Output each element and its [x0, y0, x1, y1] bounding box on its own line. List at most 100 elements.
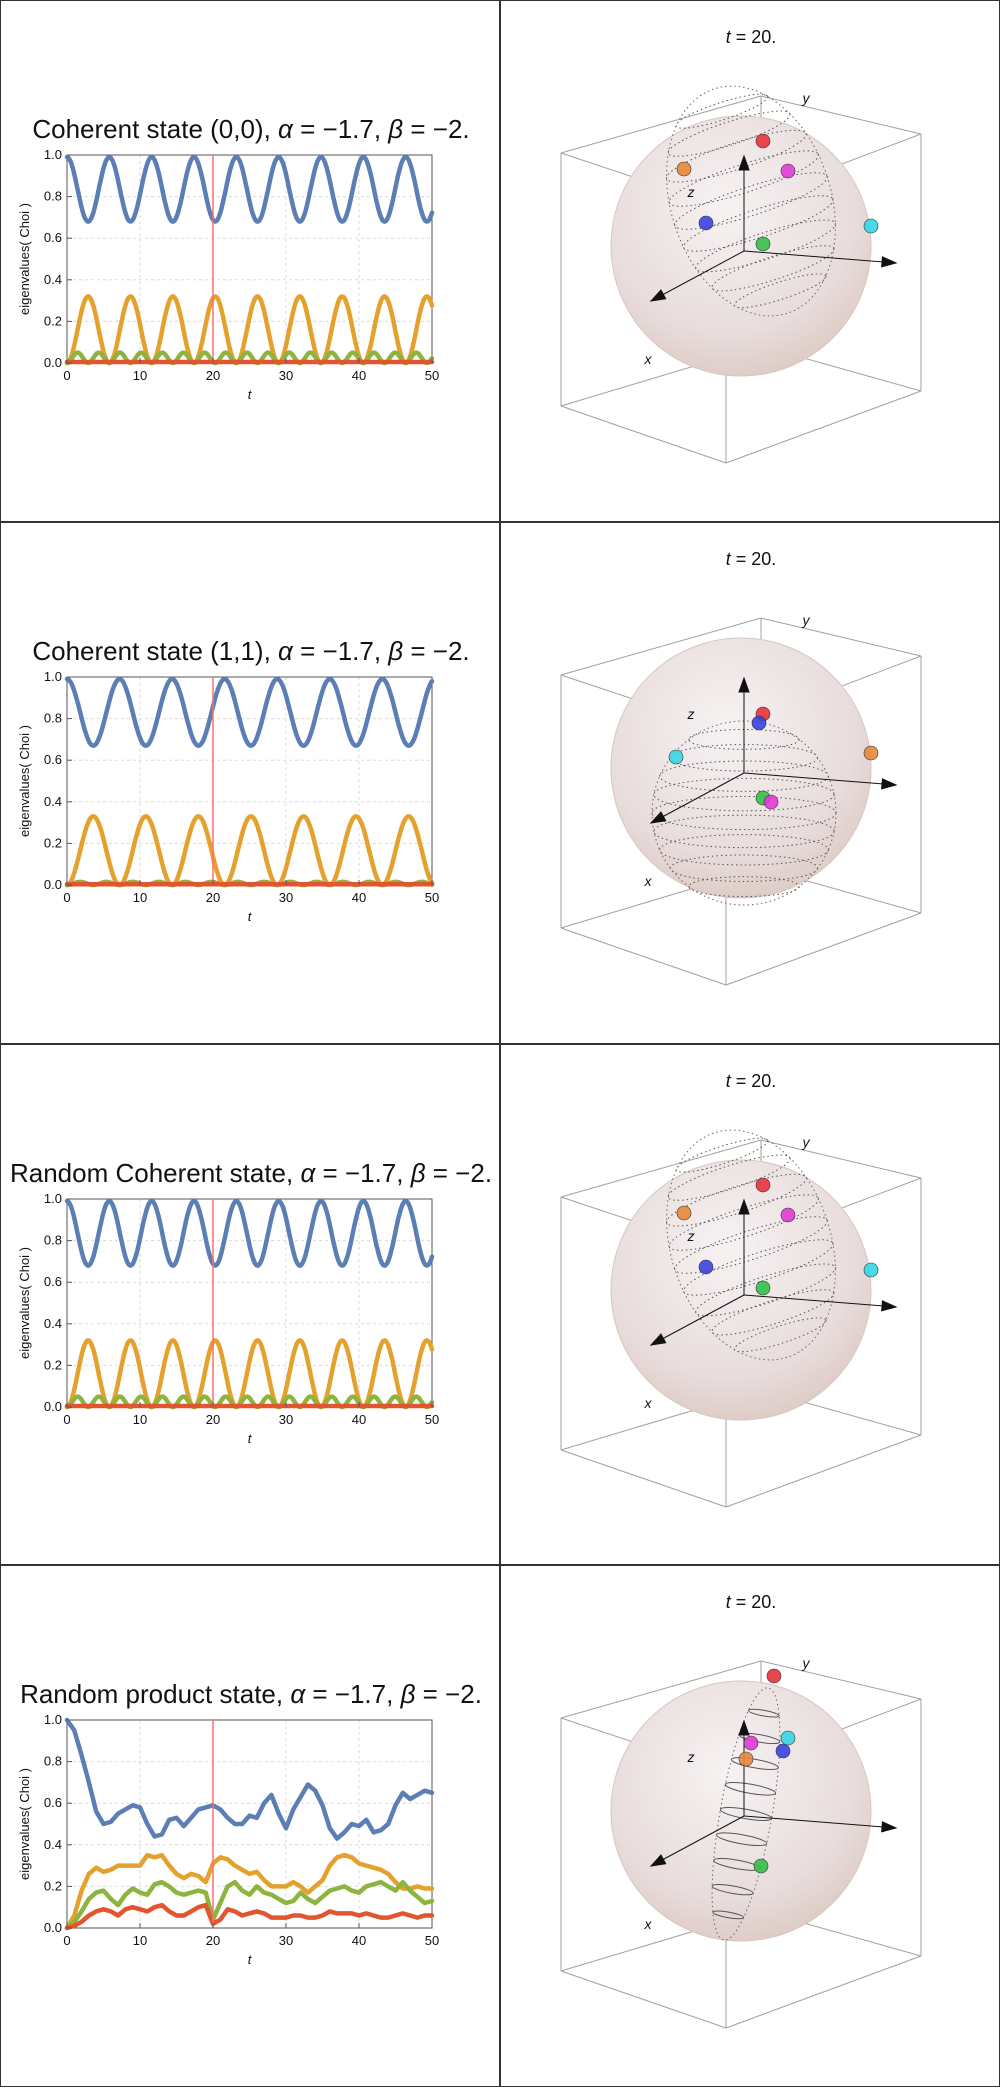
- arrow-head: [649, 810, 667, 824]
- ellipsoid-ring: [724, 1782, 777, 1796]
- chart-title: Random product state, α = −1.7, β = −2.: [20, 1679, 482, 1709]
- state-ellipsoid: [651, 720, 837, 906]
- ellipsoid-ring: [712, 1910, 745, 1920]
- plot-frame: [66, 676, 433, 886]
- y-tick-label: 0.0: [44, 877, 62, 892]
- box-edge: [560, 1660, 762, 1719]
- x-tick-label: 20: [206, 890, 220, 905]
- axis-label-z: z: [687, 1749, 695, 1765]
- bloch-plot-1: t = 20. y z x: [560, 27, 922, 464]
- axis-label-x: x: [644, 351, 653, 367]
- axis-arrows: [649, 1719, 898, 1867]
- y-tick-label: 0.4: [44, 272, 62, 287]
- beta-symbol: β: [387, 114, 403, 144]
- title-text: Random product state,: [20, 1679, 290, 1709]
- y-tick-label: 0.8: [44, 189, 62, 204]
- bloch-sphere: [610, 637, 872, 899]
- bloch-plot-2: t = 20. y z x: [560, 549, 922, 986]
- y-tick-label: 0.4: [44, 1315, 62, 1330]
- y-tick-label: 0.0: [44, 1399, 62, 1414]
- state-dot-magenta: [780, 163, 796, 179]
- y-tick-label: 0.2: [44, 835, 62, 850]
- time-value: = 20.: [731, 549, 777, 569]
- axis-line: [743, 772, 897, 786]
- axis-arrows: [649, 154, 898, 302]
- x-tick-label: 20: [206, 368, 220, 383]
- x-tick-label: 0: [63, 1412, 70, 1427]
- state-dot-orange: [676, 1205, 692, 1220]
- bloch-sphere: [610, 115, 872, 377]
- beta-symbol: β: [400, 1679, 416, 1709]
- x-tick-label: 0: [63, 368, 70, 383]
- arrow-head: [881, 1821, 898, 1833]
- x-tick-label: 50: [425, 1412, 439, 1427]
- x-tick-label: 30: [279, 1933, 293, 1948]
- x-tick-label: 10: [133, 890, 147, 905]
- state-dot-green: [753, 1858, 769, 1874]
- bloch-sphere: [610, 1159, 872, 1420]
- time-value: = 20.: [731, 1592, 777, 1612]
- beta-value: = −2.: [415, 1679, 482, 1709]
- state-dot-cyan: [863, 1262, 879, 1277]
- state-dot-green: [755, 1280, 771, 1295]
- y-tick-label: 1.0: [44, 1712, 62, 1727]
- bloch-cell-4: t = 20. y z x: [500, 1565, 1000, 2087]
- y-tick-label: 0.8: [44, 1754, 62, 1769]
- alpha-symbol: α: [278, 636, 294, 666]
- bloch-cell-2: t = 20. y z x: [500, 521, 1000, 1044]
- box-edge: [560, 1449, 727, 1507]
- alpha-symbol: α: [290, 1679, 306, 1709]
- axis-line: [650, 1294, 745, 1345]
- y-tick-label: 0.2: [44, 1879, 62, 1894]
- ellipsoid-ring: [666, 129, 807, 183]
- state-dot-blue: [775, 1743, 791, 1759]
- ellipsoid-outline: [666, 85, 836, 317]
- x-tick-label: 10: [133, 1412, 147, 1427]
- x-tick-label: 40: [352, 1412, 366, 1427]
- y-tick-label: 0.0: [44, 1920, 62, 1935]
- axis-label-y: y: [802, 90, 811, 106]
- y-tick-label: 0.4: [44, 794, 62, 809]
- axis-label-x: x: [644, 1916, 653, 1932]
- y-tick-label: 0.0: [44, 355, 62, 370]
- arrow-head: [649, 289, 667, 302]
- plot-frame: [66, 1719, 433, 1929]
- y-tick-label: 0.6: [44, 1795, 62, 1810]
- series-blue: [64, 676, 435, 748]
- time-symbol: t: [726, 27, 732, 47]
- chart-cell-3: Random Coherent state, α = −1.7, β = −2.…: [0, 1043, 500, 1566]
- title-text: Random Coherent state,: [10, 1158, 301, 1188]
- x-axis-label: t: [248, 387, 253, 402]
- series-green: [64, 1880, 435, 1931]
- box-edge: [760, 95, 922, 135]
- arrow-head: [881, 256, 898, 268]
- y-tick-label: 0.2: [44, 1357, 62, 1372]
- chart-cell-4: Random product state, α = −1.7, β = −2. 0…: [0, 1565, 500, 2087]
- time-symbol: t: [726, 549, 732, 569]
- time-label: t = 20.: [726, 1592, 777, 1612]
- series-blue: [64, 1198, 435, 1268]
- box-edge: [560, 1139, 762, 1197]
- arrow-head: [649, 1854, 667, 1867]
- bloch-cell-1: t = 20. y z x: [500, 0, 1000, 522]
- arrow-head: [738, 154, 750, 171]
- box-edge: [560, 405, 727, 464]
- series-orange: [64, 813, 435, 887]
- ellipsoid-outline: [666, 1129, 836, 1360]
- title-text: Coherent state (1,1),: [32, 636, 278, 666]
- time-value: = 20.: [731, 1071, 777, 1091]
- axis-line: [650, 772, 745, 824]
- x-tick-label: 40: [352, 368, 366, 383]
- axis-line: [650, 1815, 745, 1867]
- axis-label-y: y: [802, 612, 811, 628]
- bloch-plot-4: t = 20. y z x: [560, 1592, 922, 2029]
- series-orange: [64, 1337, 435, 1409]
- axis-label-y: y: [802, 1655, 811, 1671]
- x-tick-label: 0: [63, 890, 70, 905]
- y-tick-label: 0.8: [44, 710, 62, 725]
- series-blue: [64, 154, 435, 224]
- y-tick-label: 0.4: [44, 1837, 62, 1852]
- arrow-head: [738, 676, 750, 693]
- x-tick-label: 30: [279, 890, 293, 905]
